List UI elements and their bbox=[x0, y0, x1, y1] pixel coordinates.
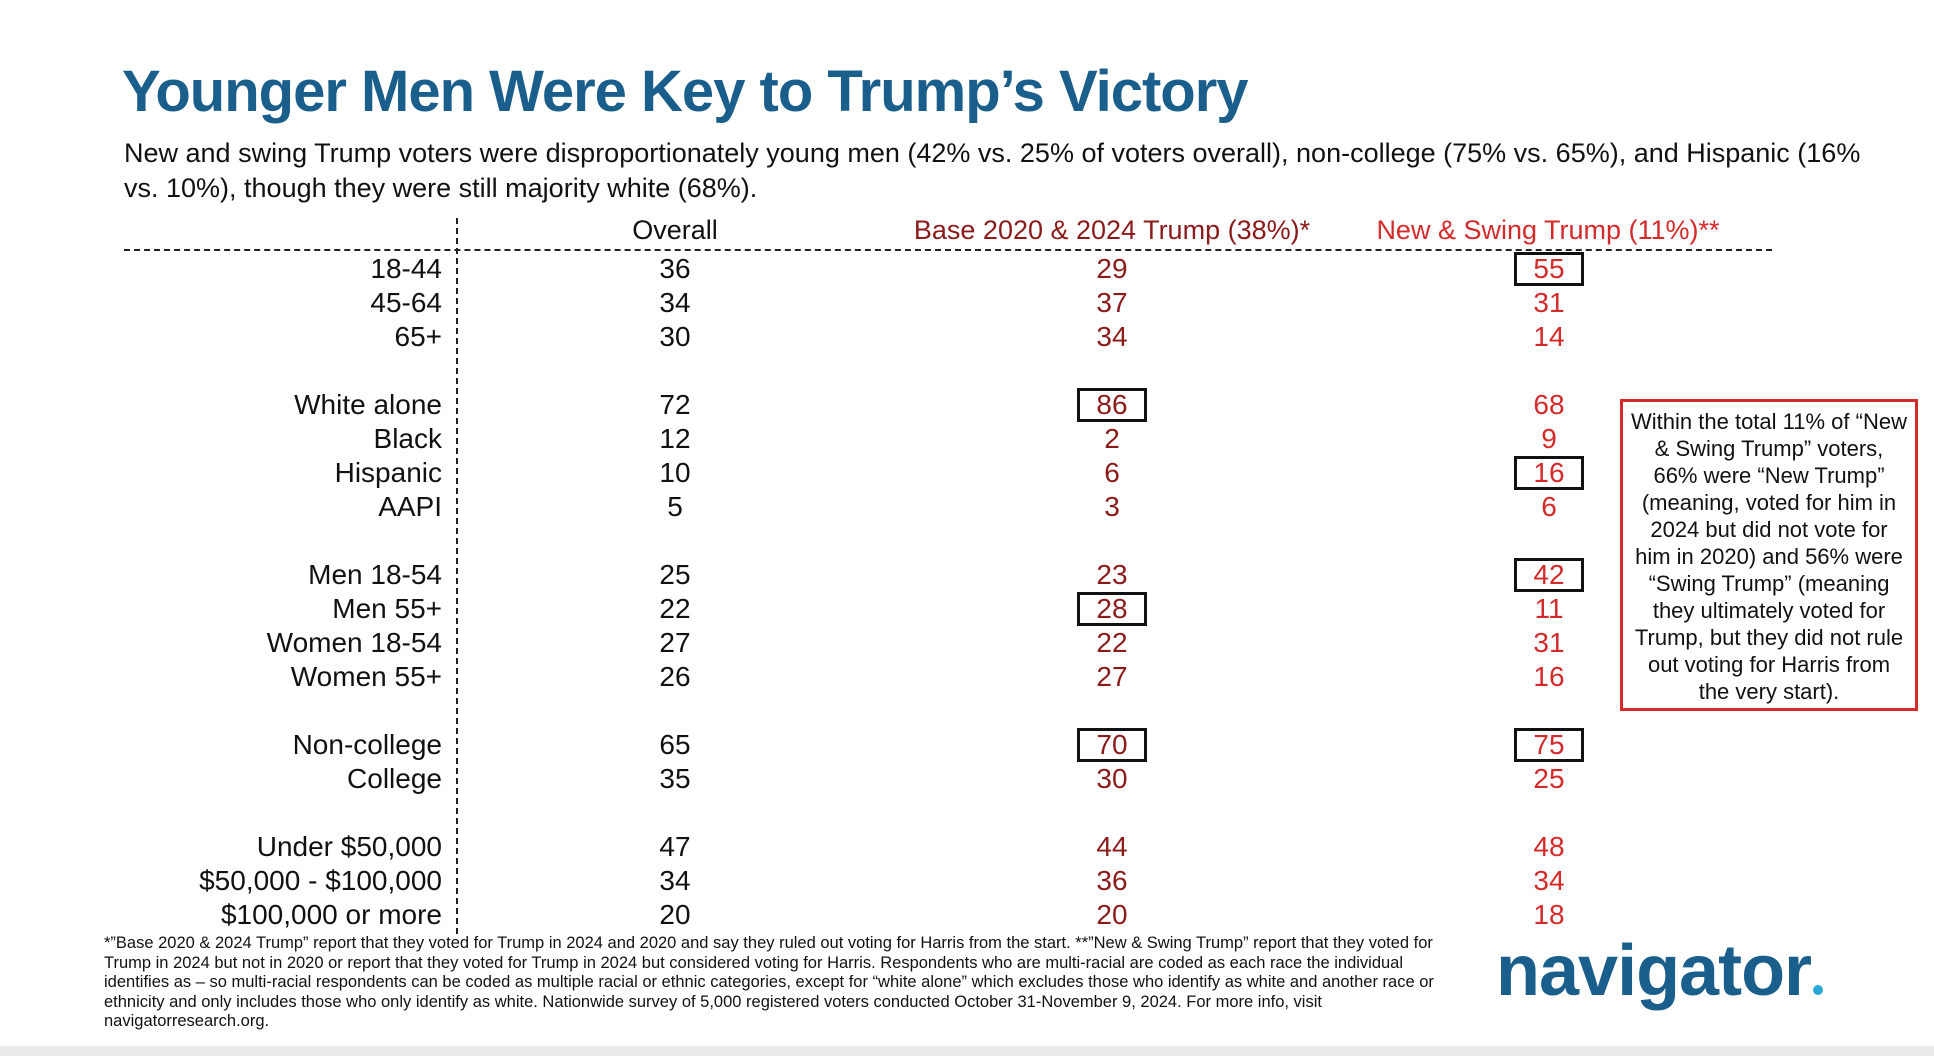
cell-swing: 16 bbox=[1514, 456, 1584, 490]
cell-base: 28 bbox=[1077, 592, 1147, 626]
cell-overall: 20 bbox=[659, 899, 691, 930]
cell-overall: 36 bbox=[659, 253, 691, 284]
cell-base: 27 bbox=[1096, 661, 1128, 692]
cell-base: 34 bbox=[1096, 321, 1128, 352]
table-row: College 35 30 25 bbox=[0, 762, 1934, 796]
cell-base: 37 bbox=[1096, 287, 1128, 318]
row-label: $50,000 - $100,000 bbox=[199, 865, 442, 896]
row-label: 65+ bbox=[394, 321, 443, 352]
table-row: Non-college 65 70 75 bbox=[0, 728, 1934, 762]
logo-dot-icon bbox=[1813, 985, 1824, 995]
cell-overall: 10 bbox=[659, 457, 691, 488]
table-row: 18-44 36 29 55 bbox=[0, 252, 1934, 286]
column-header-new-swing-trump: New & Swing Trump (11%)** bbox=[1376, 215, 1720, 245]
row-label: Women 55+ bbox=[290, 661, 442, 692]
cell-swing: 75 bbox=[1514, 728, 1584, 762]
cell-base: 44 bbox=[1096, 831, 1128, 862]
cell-swing: 34 bbox=[1533, 865, 1565, 896]
cell-base: 70 bbox=[1077, 728, 1147, 762]
cell-swing: 42 bbox=[1514, 558, 1584, 592]
cell-overall: 34 bbox=[659, 865, 691, 896]
cell-swing: 31 bbox=[1533, 627, 1565, 658]
row-label: $100,000 or more bbox=[220, 899, 442, 930]
table-header-divider bbox=[124, 249, 1772, 251]
cell-overall: 34 bbox=[659, 287, 691, 318]
cell-swing: 6 bbox=[1541, 491, 1557, 522]
column-header-base-trump: Base 2020 & 2024 Trump (38%)* bbox=[913, 215, 1311, 245]
cell-overall: 35 bbox=[659, 763, 691, 794]
cell-swing: 25 bbox=[1533, 763, 1565, 794]
cell-base: 30 bbox=[1096, 763, 1128, 794]
cell-overall: 25 bbox=[659, 559, 691, 590]
cell-base: 20 bbox=[1096, 899, 1128, 930]
cell-overall: 47 bbox=[659, 831, 691, 862]
table-row: 45-64 34 37 31 bbox=[0, 286, 1934, 320]
row-label: Hispanic bbox=[334, 457, 442, 488]
cell-base: 6 bbox=[1104, 457, 1120, 488]
row-label: Non-college bbox=[292, 729, 442, 760]
row-label: 45-64 bbox=[370, 287, 442, 318]
row-label: Under $50,000 bbox=[256, 831, 442, 862]
column-header-overall: Overall bbox=[632, 215, 718, 245]
row-label: White alone bbox=[294, 389, 442, 420]
cell-base: 36 bbox=[1096, 865, 1128, 896]
page-title: Younger Men Were Key to Trump’s Victory bbox=[122, 59, 1249, 124]
row-label: Men 55+ bbox=[332, 593, 442, 624]
cell-base: 2 bbox=[1104, 423, 1120, 454]
cell-overall: 65 bbox=[659, 729, 691, 760]
bottom-strip bbox=[0, 1046, 1934, 1056]
cell-base: 22 bbox=[1096, 627, 1128, 658]
cell-base: 29 bbox=[1096, 253, 1128, 284]
row-label: AAPI bbox=[378, 491, 442, 522]
table-row: Women 18-54 27 22 31 bbox=[0, 626, 1934, 660]
table-row: Men 18-54 25 23 42 bbox=[0, 558, 1934, 592]
table-vertical-divider bbox=[456, 218, 458, 934]
row-label: Men 18-54 bbox=[308, 559, 442, 590]
cell-swing: 55 bbox=[1514, 252, 1584, 286]
table-row: Black 12 2 9 bbox=[0, 422, 1934, 456]
navigator-logo: navigator bbox=[1496, 930, 1824, 1012]
table-row: Men 55+ 22 28 11 bbox=[0, 592, 1934, 626]
footnote: *”Base 2020 & 2024 Trump” report that th… bbox=[104, 934, 1434, 1030]
table-row: AAPI 5 3 6 bbox=[0, 490, 1934, 524]
cell-overall: 5 bbox=[667, 491, 683, 522]
cell-overall: 12 bbox=[659, 423, 691, 454]
table-row: White alone 72 86 68 bbox=[0, 388, 1934, 422]
row-label: Women 18-54 bbox=[266, 627, 442, 658]
cell-overall: 22 bbox=[659, 593, 691, 624]
row-label: 18-44 bbox=[370, 253, 442, 284]
row-label: College bbox=[347, 763, 442, 794]
table-row: Under $50,000 47 44 48 bbox=[0, 830, 1934, 864]
cell-swing: 31 bbox=[1533, 287, 1565, 318]
cell-overall: 26 bbox=[659, 661, 691, 692]
cell-swing: 48 bbox=[1533, 831, 1565, 862]
cell-swing: 68 bbox=[1533, 389, 1565, 420]
cell-swing: 9 bbox=[1541, 423, 1557, 454]
cell-base: 23 bbox=[1096, 559, 1128, 590]
row-label: Black bbox=[373, 423, 442, 454]
cell-swing: 16 bbox=[1533, 661, 1565, 692]
cell-overall: 72 bbox=[659, 389, 691, 420]
page-subtitle: New and swing Trump voters were dispropo… bbox=[124, 138, 1861, 203]
table-row: Women 55+ 26 27 16 bbox=[0, 660, 1934, 694]
table-row: Hispanic 10 6 16 bbox=[0, 456, 1934, 490]
logo-text: navigator bbox=[1496, 931, 1812, 1011]
table-row: $50,000 - $100,000 34 36 34 bbox=[0, 864, 1934, 898]
table-row: 65+ 30 34 14 bbox=[0, 320, 1934, 354]
cell-overall: 27 bbox=[659, 627, 691, 658]
cell-swing: 18 bbox=[1533, 899, 1565, 930]
cell-swing: 11 bbox=[1534, 593, 1564, 624]
table-row: $100,000 or more 20 20 18 bbox=[0, 898, 1934, 932]
cell-swing: 14 bbox=[1533, 321, 1565, 352]
cell-base: 3 bbox=[1104, 491, 1120, 522]
cell-overall: 30 bbox=[659, 321, 691, 352]
cell-base: 86 bbox=[1077, 388, 1147, 422]
callout-box: Within the total 11% of “New & Swing Tru… bbox=[1620, 399, 1918, 711]
